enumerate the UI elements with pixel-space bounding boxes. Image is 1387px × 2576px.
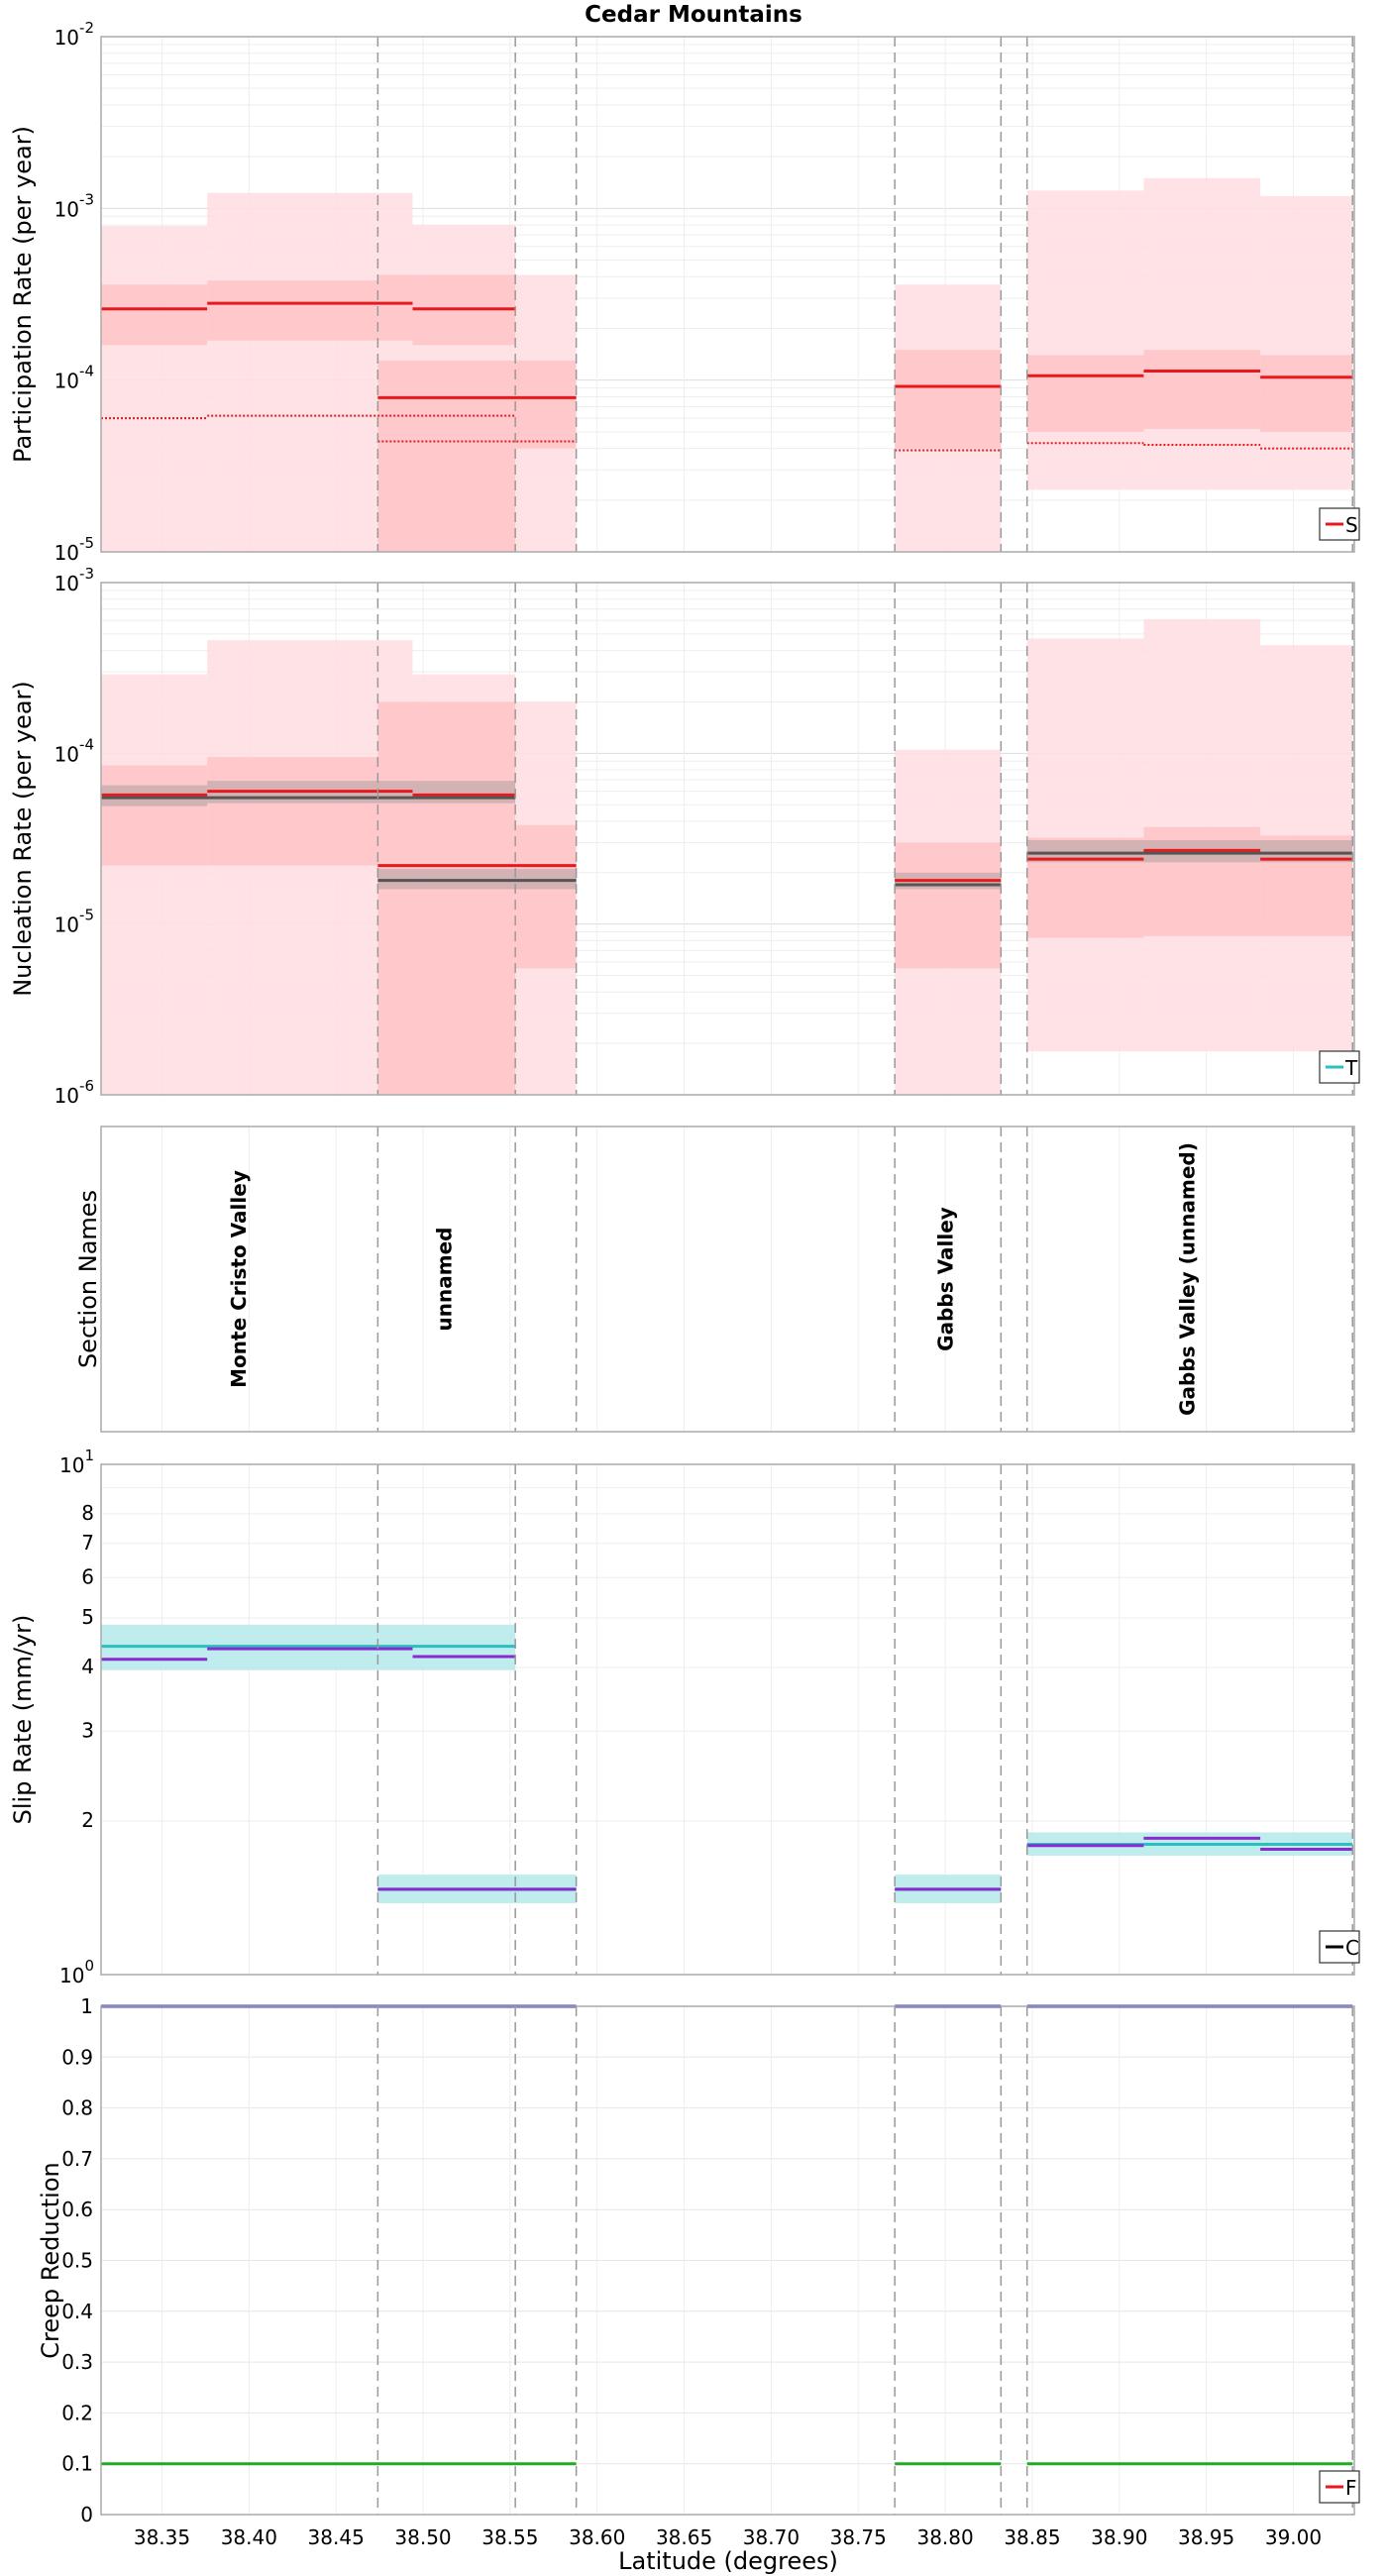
y-axis-label: Section Names <box>74 1190 102 1368</box>
uncertainty-band-light <box>1143 177 1261 490</box>
uncertainty-band-mid <box>207 280 378 341</box>
plot-area <box>101 1127 1354 1432</box>
x-tick-label: 38.60 <box>569 2525 625 2549</box>
x-tick-label: 38.80 <box>916 2525 973 2549</box>
uncertainty-band-light <box>207 192 378 552</box>
y-tick-label: 10-2 <box>54 19 94 50</box>
y-tick-label: 0.3 <box>61 2350 93 2374</box>
x-tick-label: 38.75 <box>830 2525 887 2549</box>
y-tick-label: 10-6 <box>54 1077 94 1108</box>
y-tick-label: 10-3 <box>54 565 94 595</box>
uncertainty-band-mid <box>515 360 577 449</box>
legend-label: C <box>1345 1936 1359 1960</box>
uncertainty-band-mid <box>1143 826 1261 936</box>
uncertainty-band-mid <box>377 701 516 1095</box>
y-tick-label: 0.9 <box>61 2045 93 2069</box>
y-axis-label: Slip Rate (mm/yr) <box>9 1615 37 1825</box>
y-axis-label: Participation Rate (per year) <box>9 126 37 463</box>
panel-4: 100 101 2 3 4 5 6 7 8 Slip Rate (mm/yr) C <box>9 1447 1360 1987</box>
figure-title: Cedar Mountains <box>585 2 802 28</box>
x-tick-label: 38.65 <box>656 2525 712 2549</box>
y-tick-label: 0.1 <box>61 2452 93 2476</box>
panel-2: 10-6 10-5 10-4 10-3 Nucleation Rate (per yea… <box>9 565 1360 1108</box>
uncertainty-band-light <box>1026 190 1144 490</box>
y-axis-label: Nucleation Rate (per year) <box>9 681 37 997</box>
y-minor-tick-label: 4 <box>81 1655 94 1678</box>
uncertainty-band-mid <box>895 842 1002 969</box>
panel-1: 10-5 10-4 10-3 10-2 Participation Rate (per … <box>9 19 1360 565</box>
y-axis-label: Creep Reduction <box>37 2162 64 2358</box>
y-tick-label: 0.2 <box>61 2401 93 2424</box>
y-minor-tick-label: 2 <box>81 1808 94 1832</box>
section-name: unnamed <box>432 1228 456 1332</box>
uncertainty-band-mid <box>101 284 208 346</box>
y-tick-label: 10-4 <box>54 735 94 766</box>
y-minor-tick-label: 7 <box>81 1531 94 1555</box>
plot-area <box>101 1464 1354 1975</box>
uncertainty-band-mid <box>1143 350 1261 429</box>
plot-frame <box>100 1126 1355 1433</box>
uncertainty-band-mid <box>1026 355 1144 432</box>
uncertainty-band-mid <box>207 757 378 866</box>
y-tick-label: 0.5 <box>61 2249 93 2273</box>
plot-frame <box>100 1463 1355 1976</box>
y-tick-label: 101 <box>59 1447 94 1477</box>
y-tick-label: 10-3 <box>54 190 94 221</box>
y-minor-tick-label: 6 <box>81 1564 94 1588</box>
uncertainty-band-light <box>101 674 208 1095</box>
uncertainty-band-light <box>1260 195 1353 490</box>
x-axis-label: Latitude (degrees) <box>618 2547 838 2575</box>
y-tick-label: 10-4 <box>54 363 94 393</box>
y-tick-label: 1 <box>80 1994 93 2018</box>
y-tick-label: 0.6 <box>61 2198 93 2221</box>
y-minor-tick-label: 8 <box>81 1501 94 1525</box>
y-minor-tick-label: 3 <box>81 1718 94 1742</box>
uncertainty-band-mid <box>101 765 208 866</box>
uncertainty-band-mid <box>515 824 577 969</box>
uncertainty-band-light <box>101 226 208 552</box>
x-tick-label: 38.85 <box>1004 2525 1060 2549</box>
y-tick-label: 10-5 <box>54 534 94 565</box>
x-tick-label: 38.55 <box>481 2525 538 2549</box>
plot-frame <box>100 2005 1355 2516</box>
y-tick-label: 0 <box>80 2503 93 2526</box>
legend-label: T <box>1344 1056 1358 1080</box>
x-tick-label: 38.50 <box>394 2525 451 2549</box>
x-tick-label: 39.00 <box>1265 2525 1322 2549</box>
section-name: Gabbs Valley <box>933 1207 957 1351</box>
y-tick-label: 0.8 <box>61 2096 93 2120</box>
panel-5: 0 0.1 0.2 0.3 0.4 0.5 0.6 0.7 0.8 0.9 1 Creep Reduc… <box>37 1994 1360 2549</box>
section-name: Monte Cristo Valley <box>227 1170 251 1388</box>
panel-3: Monte Cristo Valley unnamed Gabbs Valley Ga… <box>74 1126 1355 1433</box>
x-tick-label: 38.90 <box>1091 2525 1147 2549</box>
x-tick-label: 38.40 <box>221 2525 277 2549</box>
section-name: Gabbs Valley (unnamed) <box>1176 1142 1200 1416</box>
x-tick-label: 38.70 <box>743 2525 800 2549</box>
y-tick-label: 100 <box>59 1957 94 1987</box>
legend-label: S <box>1345 513 1358 537</box>
x-tick-label: 38.45 <box>308 2525 365 2549</box>
uncertainty-band-mid <box>377 274 413 341</box>
uncertainty-band-mid <box>377 360 516 552</box>
uncertainty-band-mid <box>1260 355 1353 432</box>
y-tick-label: 0.4 <box>61 2300 93 2323</box>
plot-frame <box>100 582 1355 1096</box>
uncertainty-band-mid <box>895 350 1002 449</box>
y-tick-label: 0.7 <box>61 2147 93 2171</box>
x-tick-label: 38.35 <box>134 2525 190 2549</box>
legend-label: F <box>1345 2476 1357 2500</box>
y-minor-tick-label: 5 <box>81 1605 94 1629</box>
y-tick-label: 10-5 <box>54 907 94 937</box>
plot-frame <box>100 36 1355 553</box>
x-tick-label: 38.95 <box>1178 2525 1234 2549</box>
